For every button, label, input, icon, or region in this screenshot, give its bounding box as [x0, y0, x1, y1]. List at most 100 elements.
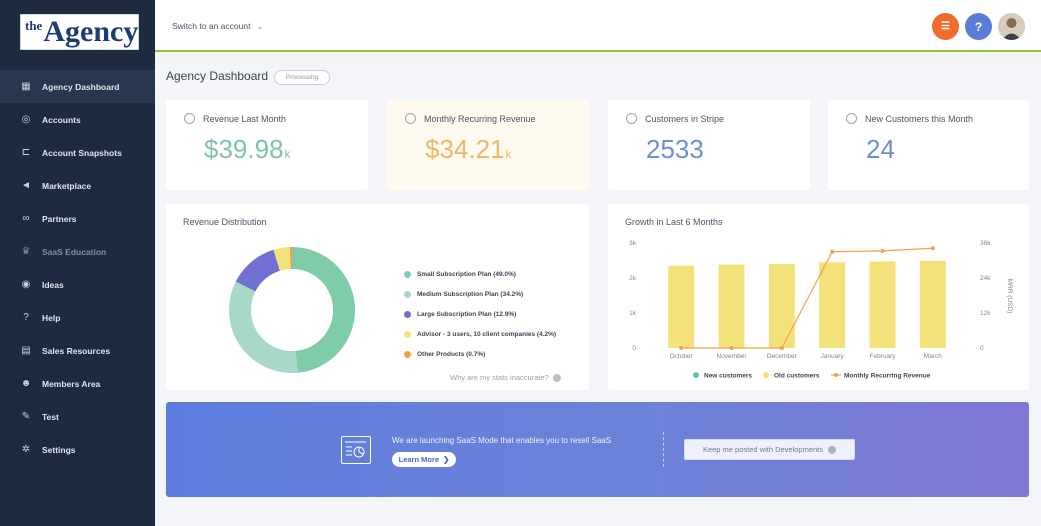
sidebar-item-label: Accounts — [42, 114, 81, 125]
notifications-button[interactable]: ☰ — [932, 13, 959, 40]
y-right-tick-label: 24k — [980, 275, 991, 282]
stat-card-customers-in-stripe: Customers in Stripe 2533 — [608, 100, 810, 190]
stat-title-label: Monthly Recurring Revenue — [424, 113, 536, 124]
legend-label: Other Products (0.7%) — [417, 350, 486, 358]
legend-label: Old customers — [774, 373, 820, 380]
sidebar-item-label: Test — [42, 411, 59, 422]
wrench-icon: ✎ — [21, 411, 31, 422]
line-point[interactable] — [779, 346, 784, 350]
line-point[interactable] — [679, 346, 684, 350]
x-tick-label: February — [869, 353, 896, 360]
members-icon: ☻ — [20, 378, 32, 389]
legend-swatch — [404, 290, 411, 298]
keep-me-posted-label: Keep me posted with Developments — [702, 445, 824, 454]
bar[interactable] — [718, 264, 745, 348]
keep-me-posted-button[interactable]: Keep me posted with Developments — [684, 439, 855, 460]
sidebar-item-saas-education[interactable]: ♛ SaaS Education — [0, 235, 155, 268]
growth-panel: Growth in Last 6 Months 0 1k 2k 3k 0 12k 24k 36… — [608, 204, 1029, 390]
legend-item[interactable]: Small Subscription Plan (49.0%) — [404, 264, 556, 284]
learn-more-label: Learn More — [398, 455, 440, 464]
account-switcher-label: Switch to an account — [172, 21, 251, 31]
sidebar-item-members-area[interactable]: ☻ Members Area — [0, 367, 155, 400]
revenue-distribution-title: Revenue Distribution — [183, 217, 267, 227]
top-header: Switch to an account ⌄ ☰ ? — [155, 0, 1041, 52]
banner-text: We are launching SaaS Mode that enables … — [392, 436, 612, 445]
legend-label: New customers — [704, 373, 752, 380]
legend-label: Monthly Recurring Revenue — [844, 373, 931, 380]
line-point[interactable] — [729, 346, 734, 350]
stat-value: $34.21k — [425, 134, 512, 165]
chevron-down-icon: ⌄ — [256, 21, 264, 31]
line-point[interactable] — [830, 249, 835, 254]
sidebar-item-label: Account Snapshots — [42, 147, 122, 158]
growth-bar-chart: 0 1k 2k 3k 0 12k 24k 36k MRR (USD) October Novembe… — [629, 240, 1013, 380]
legend-swatch — [404, 330, 411, 338]
legend-swatch — [404, 350, 411, 358]
avatar[interactable] — [998, 13, 1025, 40]
x-tick-label: October — [670, 353, 694, 360]
stat-title: Revenue Last Month — [184, 113, 286, 124]
pie-slice[interactable] — [229, 247, 355, 373]
presentation-icon — [341, 436, 371, 464]
y-right-tick-label: 0 — [980, 345, 984, 352]
handshake-icon: ∞ — [22, 213, 30, 224]
sidebar-item-label: SaaS Education — [42, 246, 107, 257]
sidebar-item-partners[interactable]: ∞ Partners — [0, 202, 155, 235]
sidebar: the Agency ▦ Agency Dashboard ◎ Accounts ⊏ Ac… — [0, 0, 155, 526]
bar[interactable] — [819, 262, 846, 348]
bar[interactable] — [869, 261, 896, 348]
sidebar-item-settings[interactable]: ✲ Settings — [0, 433, 155, 466]
legend-swatch — [404, 310, 411, 318]
sidebar-item-ideas[interactable]: ◉ Ideas — [0, 268, 155, 301]
stats-inaccurate-link[interactable]: Why are my stats inaccurate? — [450, 373, 561, 382]
legend-label: Small Subscription Plan (49.0%) — [417, 270, 516, 278]
legend-swatch — [763, 372, 769, 378]
gear-icon: ✲ — [21, 444, 31, 455]
page-title: Agency Dashboard — [166, 69, 269, 83]
pie-slice[interactable] — [229, 247, 355, 373]
x-tick-label: November — [717, 353, 748, 360]
bar[interactable] — [768, 264, 795, 348]
coin-icon — [405, 113, 416, 124]
document-icon: ▤ — [21, 345, 31, 356]
sidebar-item-label: Agency Dashboard — [42, 81, 120, 92]
y-left-tick-label: 0 — [632, 345, 636, 352]
stat-card-monthly-recurring-revenue: Monthly Recurring Revenue $34.21k — [387, 100, 589, 190]
megaphone-icon: ◄ — [21, 180, 31, 191]
x-tick-label: March — [924, 353, 942, 360]
legend-item[interactable]: Medium Subscription Plan (34.2%) — [404, 284, 556, 304]
line-point[interactable] — [930, 246, 935, 251]
help-button[interactable]: ? — [965, 13, 992, 40]
list-icon: ☰ — [941, 21, 950, 32]
y-right-tick-label: 36k — [980, 240, 991, 247]
sidebar-item-account-snapshots[interactable]: ⊏ Account Snapshots — [0, 136, 155, 169]
legend-item[interactable]: Other Products (0.7%) — [404, 344, 556, 364]
stat-value-number: 24 — [866, 134, 895, 164]
legend-item[interactable]: Advisor - 3 users, 10 client companies (… — [404, 324, 556, 344]
sidebar-item-accounts[interactable]: ◎ Accounts — [0, 103, 155, 136]
sidebar-item-help[interactable]: ? Help — [0, 301, 155, 334]
line-point[interactable] — [880, 248, 885, 253]
coin-icon — [184, 113, 195, 124]
ideas-icon: ◉ — [21, 279, 31, 290]
account-switcher[interactable]: Switch to an account ⌄ — [172, 21, 263, 31]
legend-item[interactable]: Large Subscription Plan (12.9%) — [404, 304, 556, 324]
location-pin-icon: ◎ — [21, 114, 31, 125]
revenue-donut-chart — [229, 247, 355, 373]
sidebar-item-agency-dashboard[interactable]: ▦ Agency Dashboard — [0, 70, 155, 103]
bar[interactable] — [919, 260, 946, 348]
stat-value: 2533 — [646, 134, 704, 165]
learn-more-button[interactable]: Learn More ❯ — [392, 452, 456, 467]
logo[interactable]: the Agency — [20, 14, 139, 50]
stat-title-label: New Customers this Month — [865, 113, 974, 124]
revenue-legend: Small Subscription Plan (49.0%) Medium Su… — [404, 264, 556, 364]
sidebar-item-marketplace[interactable]: ◄ Marketplace — [0, 169, 155, 202]
legend-label: Large Subscription Plan (12.9%) — [417, 310, 517, 318]
legend-label: Medium Subscription Plan (34.2%) — [417, 290, 524, 298]
stat-title: New Customers this Month — [846, 113, 973, 124]
sidebar-item-test[interactable]: ✎ Test — [0, 400, 155, 433]
coin-icon — [626, 113, 637, 124]
bar[interactable] — [668, 265, 695, 348]
sidebar-item-sales-resources[interactable]: ▤ Sales Resources — [0, 334, 155, 367]
status-badge: Processing — [274, 70, 330, 85]
